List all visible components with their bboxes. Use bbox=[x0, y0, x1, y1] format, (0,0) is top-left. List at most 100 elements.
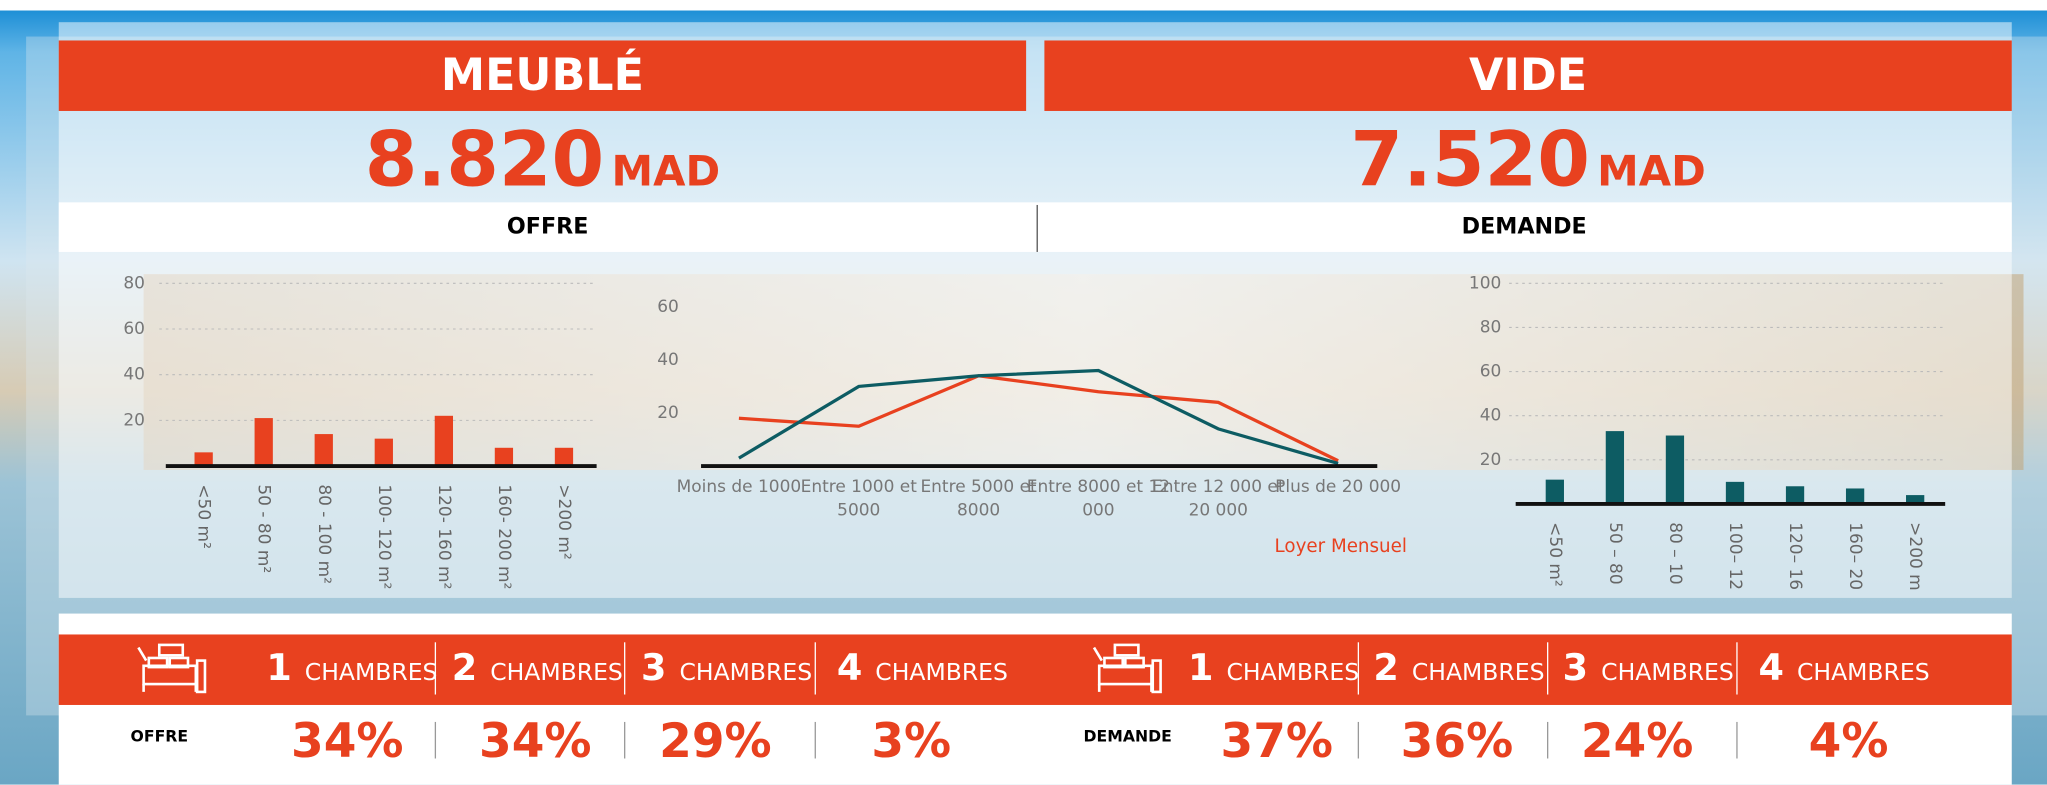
room-number: 1 bbox=[1187, 646, 1214, 690]
x-tick-label: 50 - 80 m² bbox=[254, 484, 274, 573]
price: 7.520 MAD bbox=[1044, 115, 2011, 204]
section-bar bbox=[58, 202, 2012, 252]
room-header: 2 CHAMBRES bbox=[452, 646, 623, 689]
price: 8.820 MAD bbox=[59, 115, 1026, 204]
bar bbox=[1725, 481, 1745, 504]
separator bbox=[1357, 721, 1360, 759]
room-unit: CHAMBRES bbox=[490, 659, 623, 687]
x-tick-label: Entre 12 000 et 20 000 bbox=[1152, 477, 1285, 521]
price-value: 8.820 bbox=[364, 114, 605, 204]
separator bbox=[814, 642, 816, 695]
room-number: 4 bbox=[836, 646, 863, 690]
separator bbox=[1547, 721, 1549, 759]
panel-title: VIDE bbox=[1044, 40, 2012, 111]
y-tick-label: 20 bbox=[123, 410, 145, 430]
room-header: 2 CHAMBRES bbox=[1373, 646, 1544, 689]
price-currency: MAD bbox=[1597, 146, 1706, 196]
price-currency: MAD bbox=[611, 146, 721, 196]
room-share: 24% bbox=[1580, 715, 1694, 769]
line-series bbox=[738, 374, 1339, 463]
bar bbox=[1605, 431, 1625, 504]
room-unit: CHAMBRES bbox=[1226, 659, 1360, 687]
y-tick-label: 60 bbox=[657, 297, 679, 317]
room-header: 1 CHAMBRES bbox=[1188, 646, 1359, 689]
line-series bbox=[738, 368, 1339, 465]
x-tick-label: 80 - 100 m² bbox=[314, 484, 334, 584]
x-tick-label: <50 m² bbox=[194, 484, 214, 549]
section-divider bbox=[1036, 204, 1038, 252]
bar bbox=[554, 447, 574, 467]
x-tick-label: 160– 20 bbox=[1845, 522, 1865, 590]
rooms-label: DEMANDE bbox=[1083, 727, 1172, 746]
separator bbox=[434, 721, 437, 759]
x-tick-label: 80 – 10 bbox=[1665, 522, 1685, 584]
room-header: 4 CHAMBRES bbox=[1758, 646, 1929, 689]
room-share: 4% bbox=[1808, 715, 1889, 769]
room-unit: CHAMBRES bbox=[679, 659, 813, 687]
x-axis-label: Loyer Mensuel bbox=[1275, 536, 1407, 557]
room-number: 4 bbox=[1758, 646, 1784, 690]
bar bbox=[314, 434, 333, 467]
x-tick-label: Moins de 1000 bbox=[676, 477, 802, 498]
x-tick-label: 100– 12 bbox=[1725, 522, 1745, 590]
bar bbox=[374, 438, 393, 467]
bar bbox=[194, 452, 213, 467]
room-number: 1 bbox=[266, 646, 292, 690]
rooms-bar bbox=[58, 634, 2012, 705]
separator bbox=[434, 642, 437, 695]
room-number: 3 bbox=[640, 646, 667, 690]
bar bbox=[1845, 488, 1865, 504]
section-label: OFFRE bbox=[506, 214, 589, 241]
room-header: 4 CHAMBRES bbox=[837, 646, 1008, 689]
y-tick-label: 40 bbox=[657, 350, 679, 370]
separator bbox=[624, 721, 626, 759]
room-unit: CHAMBRES bbox=[875, 659, 1008, 687]
x-tick-label: 160- 200 m² bbox=[494, 484, 514, 589]
bed-icon bbox=[1092, 643, 1162, 694]
x-tick-label: Entre 5000 et 8000 bbox=[920, 477, 1037, 521]
y-tick-label: 80 bbox=[123, 273, 145, 293]
room-unit: CHAMBRES bbox=[1796, 659, 1930, 687]
charts: 20 40 60 80 <50 m² 50 - 80 m² 80 - 100 m² 100- … bbox=[123, 273, 1946, 591]
x-tick-label: >200 m bbox=[1905, 522, 1925, 591]
bar bbox=[1906, 495, 1925, 504]
room-share: 36% bbox=[1400, 715, 1514, 769]
y-tick-label: 80 bbox=[1480, 317, 1502, 337]
room-share: 37% bbox=[1220, 715, 1334, 769]
room-unit: CHAMBRES bbox=[1411, 659, 1545, 687]
rooms-label: OFFRE bbox=[130, 727, 189, 746]
y-tick-label: 20 bbox=[657, 403, 679, 423]
bar bbox=[494, 447, 514, 467]
room-header: 3 CHAMBRES bbox=[1563, 646, 1734, 689]
x-tick-label: Entre 1000 et 5000 bbox=[800, 477, 917, 521]
room-number: 2 bbox=[451, 646, 478, 690]
bar bbox=[1545, 479, 1564, 504]
room-share: 3% bbox=[871, 715, 952, 769]
x-tick-label: Entre 8000 et 12 000 bbox=[1026, 477, 1171, 521]
room-unit: CHAMBRES bbox=[1601, 659, 1734, 687]
separator bbox=[1736, 721, 1738, 759]
bed-icon bbox=[137, 643, 207, 694]
room-share: 34% bbox=[291, 715, 404, 769]
x-tick-label: 100- 120 m² bbox=[374, 484, 394, 589]
y-tick-label: 60 bbox=[123, 319, 145, 339]
bar bbox=[1785, 486, 1805, 504]
x-tick-label: 120– 16 bbox=[1785, 522, 1805, 590]
y-tick-label: 40 bbox=[123, 365, 145, 385]
x-tick-label: Plus de 20 000 bbox=[1275, 477, 1402, 498]
separator bbox=[814, 721, 816, 759]
bar bbox=[434, 415, 454, 467]
bar bbox=[1665, 435, 1685, 504]
y-tick-label: 60 bbox=[1480, 362, 1502, 382]
y-tick-label: 20 bbox=[1480, 450, 1502, 470]
section-label: DEMANDE bbox=[1461, 214, 1587, 241]
x-tick-label: 120- 160 m² bbox=[434, 484, 454, 589]
panel-title: MEUBLÉ bbox=[58, 40, 1027, 111]
x-tick-label: <50 m² bbox=[1545, 522, 1565, 587]
room-header: 3 CHAMBRES bbox=[641, 646, 812, 689]
room-share: 34% bbox=[479, 715, 592, 769]
room-number: 2 bbox=[1373, 646, 1399, 690]
bar bbox=[254, 418, 273, 467]
